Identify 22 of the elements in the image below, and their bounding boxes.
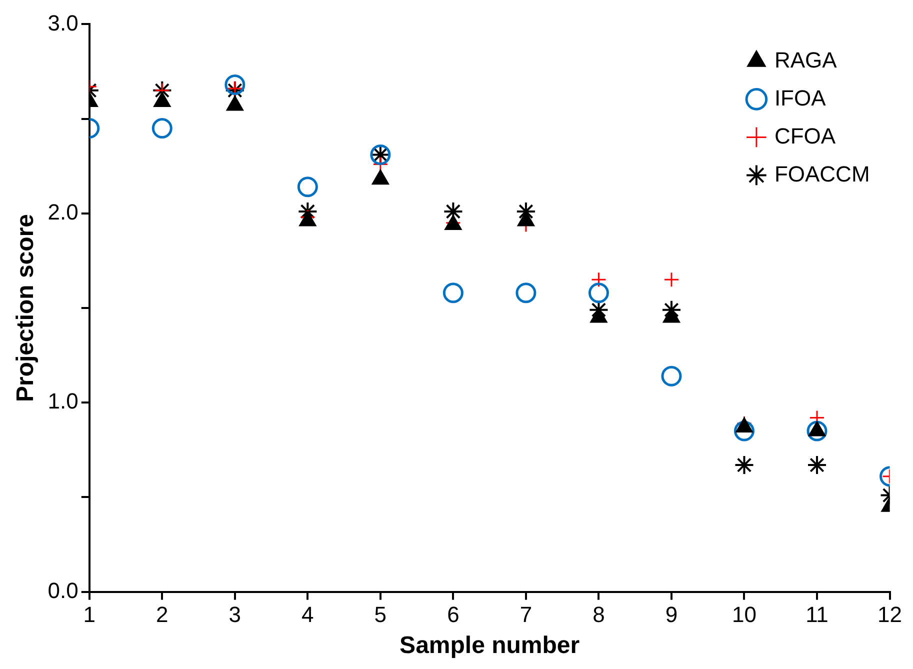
y-tick-label: 1.0 — [48, 388, 78, 414]
x-tick-label: 5 — [374, 602, 387, 628]
legend-label: FOACCM — [774, 161, 870, 186]
legend-label: IFOA — [774, 85, 826, 110]
x-axis-title: Sample number — [400, 632, 580, 660]
legend-label: RAGA — [774, 47, 838, 72]
x-tick-label: 9 — [665, 602, 678, 628]
x-tick-label: 2 — [156, 602, 168, 628]
y-tick-label: 2.0 — [48, 199, 78, 224]
y-axis-title: Projection score — [12, 214, 40, 402]
x-tick-label: 4 — [302, 602, 314, 628]
y-tick-label: 0.0 — [48, 578, 78, 603]
x-tick-label: 11 — [806, 602, 828, 628]
y-tick-label: 3.0 — [48, 10, 78, 36]
x-tick-label: 8 — [592, 602, 605, 628]
x-tick-label: 12 — [878, 602, 902, 628]
x-tick-label: 1 — [83, 602, 96, 628]
x-tick-label: 6 — [447, 602, 460, 628]
x-tick-label: 10 — [732, 602, 756, 628]
x-tick-label: 7 — [520, 602, 532, 628]
x-tick-label: 3 — [228, 602, 242, 628]
legend-label: CFOA — [774, 123, 836, 148]
